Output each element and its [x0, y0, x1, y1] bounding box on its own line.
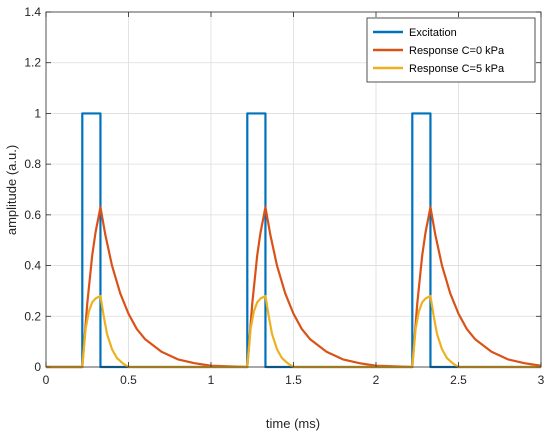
x-tick-label: 0.5 [120, 373, 137, 387]
y-tick-label: 1.4 [24, 5, 41, 19]
y-tick-label: 0.2 [24, 309, 41, 323]
x-tick-label: 2.5 [450, 373, 467, 387]
x-tick-label: 1 [208, 373, 215, 387]
legend-label: Response C=5 kPa [409, 63, 505, 75]
legend-label: Excitation [409, 27, 457, 39]
series-line-2 [46, 206, 542, 369]
y-tick-label: 0 [34, 360, 41, 374]
y-tick-label: 0.4 [24, 259, 41, 273]
legend-label: Response C=0 kPa [409, 45, 505, 57]
series-line-3 [46, 294, 541, 369]
x-tick-label: 0 [43, 373, 50, 387]
series-line-1 [46, 112, 541, 369]
y-tick-label: 1 [34, 106, 41, 120]
x-tick-label: 1.5 [285, 373, 302, 387]
ticks: 0 0.5 1 1.5 2 2.5 3 0 0.2 0.4 0.6 0.8 1 1.2 1.4 [24, 5, 544, 387]
y-axis-label: amplitude (a.u.) [4, 145, 19, 235]
x-axis-label: time (ms) [266, 416, 320, 431]
x-tick-label: 3 [538, 373, 545, 387]
legend: Excitation Response C=0 kPa Response C=5 k… [366, 17, 536, 83]
y-tick-label: 1.2 [24, 56, 41, 70]
x-tick-label: 2 [373, 373, 380, 387]
y-tick-label: 0.6 [24, 208, 41, 222]
y-tick-label: 0.8 [24, 157, 41, 171]
series-layer [46, 112, 542, 369]
